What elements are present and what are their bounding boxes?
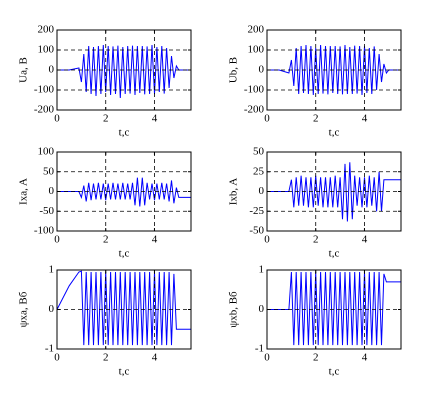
y-tick-label: 100 xyxy=(38,44,55,56)
y-axis-label: Ixa, A xyxy=(18,178,30,205)
x-axis-label: t,c xyxy=(119,366,130,378)
x-tick-label: 2 xyxy=(313,234,319,246)
y-axis-label: ψxa, Вб xyxy=(18,291,30,327)
y-tick-label: 0 xyxy=(259,185,265,197)
x-tick-label: 2 xyxy=(313,352,319,364)
x-tick-label: 4 xyxy=(152,352,158,364)
y-tick-label: 100 xyxy=(248,44,265,56)
x-tick-label: 0 xyxy=(264,234,270,246)
x-tick-label: 4 xyxy=(152,113,158,125)
y-tick-label: 0 xyxy=(49,185,55,197)
y-axis-label: Ixb, A xyxy=(228,178,240,206)
y-tick-label: 100 xyxy=(38,146,55,158)
x-tick-label: 0 xyxy=(264,113,270,125)
x-axis-label: t,c xyxy=(119,248,130,260)
y-tick-label: 0 xyxy=(49,64,55,76)
y-tick-label: 200 xyxy=(248,24,265,36)
y-tick-label: 0 xyxy=(259,303,265,315)
signal-line xyxy=(56,270,191,346)
x-tick-label: 0 xyxy=(54,113,60,125)
x-tick-label: 4 xyxy=(152,234,158,246)
plot-frame xyxy=(266,269,402,350)
signal-line xyxy=(267,271,401,346)
plot-frame xyxy=(56,151,192,232)
x-axis-label: t,c xyxy=(329,366,340,378)
plot-frame xyxy=(266,151,402,232)
y-tick-label: 0 xyxy=(49,303,55,315)
x-tick-label: 2 xyxy=(103,113,109,125)
x-tick-label: 0 xyxy=(54,234,60,246)
x-tick-label: 4 xyxy=(362,234,368,246)
y-tick-label: 50 xyxy=(253,146,265,158)
signal-line xyxy=(267,44,401,96)
y-tick-label: -200 xyxy=(244,104,265,116)
x-tick-label: 2 xyxy=(103,352,109,364)
y-tick-label: 1 xyxy=(49,264,55,276)
plot-frame xyxy=(56,269,192,350)
y-tick-label: -200 xyxy=(34,104,55,116)
x-axis-label: t,c xyxy=(119,127,130,139)
y-tick-label: -100 xyxy=(34,225,55,237)
y-axis-label: Ua, B xyxy=(18,57,30,83)
plot-frame xyxy=(56,29,192,111)
y-tick-label: 50 xyxy=(43,165,55,177)
y-tick-label: -50 xyxy=(249,225,264,237)
x-tick-label: 2 xyxy=(313,113,319,125)
y-tick-label: 0 xyxy=(259,64,265,76)
y-tick-label: -50 xyxy=(39,205,54,217)
x-axis-label: t,c xyxy=(329,127,340,139)
x-tick-label: 4 xyxy=(362,113,368,125)
y-tick-label: -1 xyxy=(45,343,54,355)
y-axis-label: Ub, B xyxy=(228,57,240,83)
x-tick-label: 4 xyxy=(362,352,368,364)
y-tick-label: 200 xyxy=(38,24,55,36)
signal-line xyxy=(57,44,191,99)
y-tick-label: -1 xyxy=(255,343,264,355)
plot-frame xyxy=(266,29,402,111)
y-axis-label: ψxb, Вб xyxy=(228,291,240,328)
signal-line xyxy=(57,177,191,207)
y-tick-label: -25 xyxy=(249,205,264,217)
x-tick-label: 0 xyxy=(54,352,60,364)
x-tick-label: 2 xyxy=(103,234,109,246)
signal-line xyxy=(267,162,401,222)
x-tick-label: 0 xyxy=(264,352,270,364)
x-axis-label: t,c xyxy=(329,248,340,260)
y-tick-label: -100 xyxy=(34,84,55,96)
y-tick-label: -100 xyxy=(244,84,265,96)
y-tick-label: 1 xyxy=(259,264,265,276)
y-tick-label: 25 xyxy=(253,165,265,177)
